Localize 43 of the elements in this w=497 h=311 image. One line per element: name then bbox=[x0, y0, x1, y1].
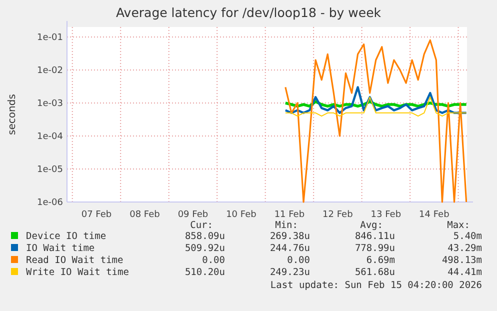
line-series bbox=[284, 86, 467, 114]
y-tick-label: 1e-06 bbox=[37, 198, 64, 208]
x-tick-label: 13 Feb bbox=[370, 210, 402, 220]
x-tick-label: 11 Feb bbox=[274, 210, 305, 220]
chart-title: Average latency for /dev/loop18 - by week bbox=[116, 5, 382, 20]
y-tick-label: 1e-04 bbox=[37, 132, 64, 142]
x-tick-label: 10 Feb bbox=[226, 210, 257, 220]
text: 561.68u bbox=[354, 267, 395, 278]
text: 244.76u bbox=[270, 243, 310, 254]
legend-label: Write IO Wait time bbox=[26, 267, 130, 278]
x-tick-label: 12 Feb bbox=[322, 210, 354, 220]
text: 6.69m bbox=[366, 255, 396, 266]
text: 846.11u bbox=[354, 231, 395, 242]
y-tick-label: 1e-01 bbox=[37, 32, 63, 43]
text: 498.13m bbox=[442, 255, 482, 266]
text: 44.41m bbox=[448, 267, 482, 278]
text: Max: bbox=[447, 220, 470, 231]
x-tick-label: 08 Feb bbox=[130, 210, 160, 220]
text: 249.23u bbox=[270, 267, 310, 278]
text: 509.92u bbox=[184, 243, 225, 254]
text: 43.29m bbox=[448, 243, 482, 254]
text: 5.40m bbox=[453, 231, 482, 242]
line-series bbox=[284, 39, 467, 203]
text: 269.38u bbox=[270, 231, 310, 242]
text: 510.20u bbox=[184, 267, 225, 278]
text: Cur: bbox=[190, 220, 213, 231]
legend-label: Device IO time bbox=[26, 231, 106, 242]
x-tick-label: 09 Feb bbox=[178, 210, 208, 220]
x-tick-label: 14 Feb bbox=[419, 210, 450, 220]
text: Min: bbox=[275, 220, 298, 231]
text: 0.00 bbox=[202, 255, 226, 266]
x-tick-label: 07 Feb bbox=[81, 210, 112, 220]
legend-label: IO Wait time bbox=[26, 243, 95, 254]
y-tick-label: 1e-05 bbox=[37, 164, 63, 175]
text: Avg: bbox=[360, 220, 383, 231]
text: Last update: Sun Feb 15 04:20:00 2026 bbox=[270, 280, 482, 291]
y-tick-label: 1e-02 bbox=[37, 66, 63, 76]
text: 858.09u bbox=[184, 231, 225, 242]
y-axis-title: seconds bbox=[7, 94, 18, 135]
text: 778.99u bbox=[354, 243, 395, 254]
text: 0.00 bbox=[287, 255, 310, 266]
y-tick-label: 1e-03 bbox=[37, 98, 63, 109]
legend-label: Read IO Wait time bbox=[26, 255, 124, 266]
